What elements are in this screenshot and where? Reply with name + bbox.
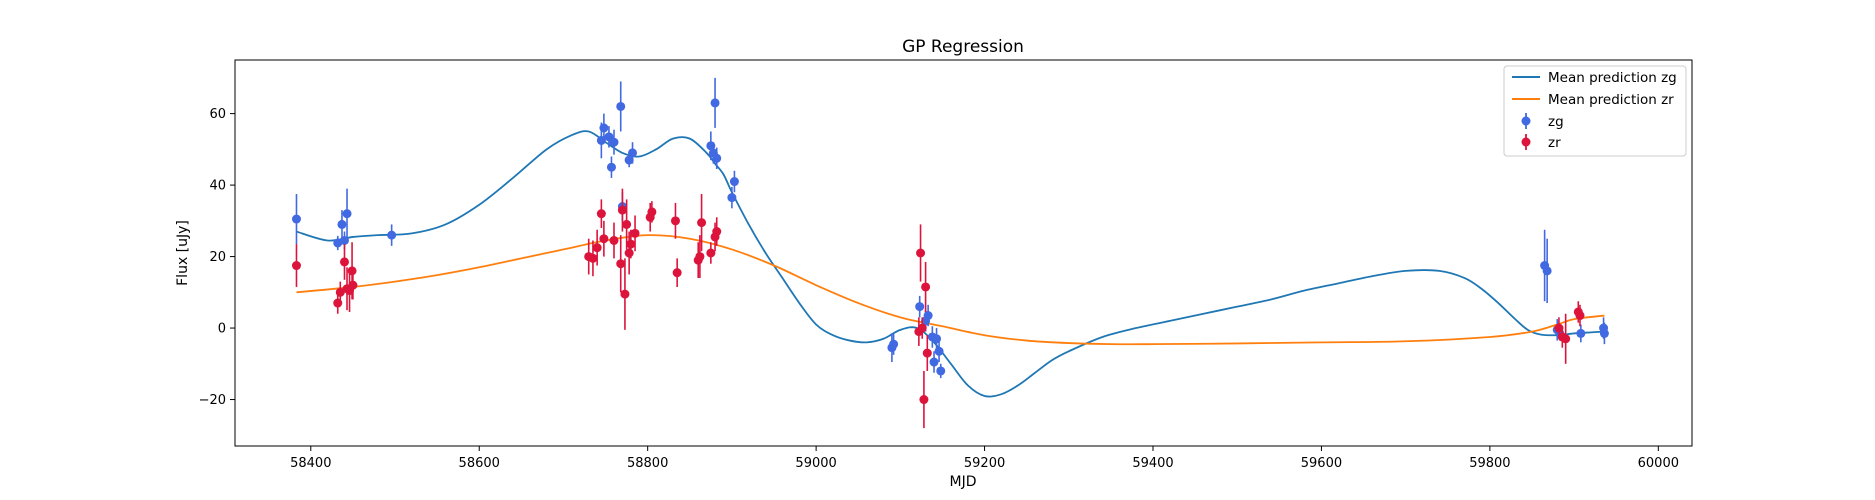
data-point-zg [624,155,634,165]
x-tick-label: 58600 [459,456,500,471]
data-point-zg [606,162,616,172]
data-point-zr [630,228,640,238]
data-point-zg [934,346,944,356]
legend-label-zr-points: zr [1548,135,1561,151]
data-point-zg [628,148,638,158]
data-point-zg [609,137,619,147]
data-point-zg [915,302,925,312]
data-point-zr [596,209,606,219]
data-point-zr [599,234,609,244]
y-tick-label: 20 [209,250,226,265]
data-point-zr [609,235,619,245]
data-point-zr [1561,334,1571,344]
data-point-zr [695,252,705,262]
data-point-zr [588,253,598,263]
x-tick-label: 59800 [1469,456,1510,471]
data-point-zg [936,366,946,376]
data-point-zg [729,177,739,187]
data-point-zr [647,207,657,217]
x-tick-label: 58800 [627,456,668,471]
data-point-zr [622,219,632,229]
data-point-zr [626,239,636,249]
data-point-zr [347,266,357,276]
data-point-zr [921,282,931,292]
data-point-zr [917,323,927,333]
x-axis-label: MJD [950,474,977,490]
data-point-zr [348,280,358,290]
data-point-zg [710,98,720,108]
legend-swatch-zg-points [1521,116,1531,126]
data-point-zg [727,193,737,203]
data-point-zr [339,257,349,267]
data-point-zg [342,209,352,219]
data-point-zg [616,101,626,111]
data-point-zg [1542,266,1552,276]
data-point-zg [929,357,939,367]
x-tick-label: 60000 [1638,456,1679,471]
x-axis: 58400 58600 58800 59000 59200 59400 59600 59800… [290,446,1679,471]
x-tick-label: 59000 [795,456,836,471]
series-line-mean-prediction-zr [296,234,1605,346]
data-point-zr [670,216,680,226]
data-point-zr [617,205,627,215]
y-axis-label: Flux [uJy] [175,220,191,286]
y-tick-label: −20 [199,393,226,408]
data-point-zr [712,227,722,237]
data-point-zr [697,218,707,228]
legend-label-zg-line: Mean prediction zg [1548,70,1677,86]
data-point-zr [335,287,345,297]
legend: Mean prediction zg Mean prediction zr zg… [1503,65,1687,157]
data-point-zg [1599,328,1609,338]
series-layer [291,77,1609,429]
series-line-mean-prediction-zg [296,130,1605,398]
legend-box [1503,65,1687,157]
data-point-zr [620,289,630,299]
data-point-zg [889,339,899,349]
data-point-zr [916,248,926,258]
data-point-zg [337,219,347,229]
plot-frame [234,59,1693,447]
data-point-zr [919,395,929,405]
y-tick-label: 0 [218,322,226,337]
data-point-zg [387,230,397,240]
chart-title: GP Regression [902,37,1024,57]
data-point-zr [624,248,634,258]
x-tick-label: 59600 [1301,456,1342,471]
data-point-zg [599,123,609,133]
data-point-zr [672,268,682,278]
data-point-zr [616,259,626,269]
data-point-zr [592,243,602,253]
legend-swatch-zr-points [1521,137,1531,147]
data-point-zr [291,261,301,271]
data-point-zg [712,153,722,163]
x-tick-label: 59400 [1132,456,1173,471]
data-point-zg [291,214,301,224]
data-point-zg [923,311,933,321]
plot-background [235,60,1692,446]
data-point-zr [922,348,932,358]
x-tick-label: 59200 [964,456,1005,471]
legend-label-zg-points: zg [1548,114,1564,130]
y-tick-label: 40 [209,179,226,194]
data-point-zr [1554,323,1564,333]
x-tick-label: 58400 [290,456,331,471]
y-tick-label: 60 [209,107,226,122]
data-point-zg [1576,328,1586,338]
data-point-zr [1575,311,1585,321]
data-point-zr [706,248,716,258]
legend-label-zr-line: Mean prediction zr [1548,92,1674,108]
y-axis: −20 0 20 40 60 [199,107,235,408]
